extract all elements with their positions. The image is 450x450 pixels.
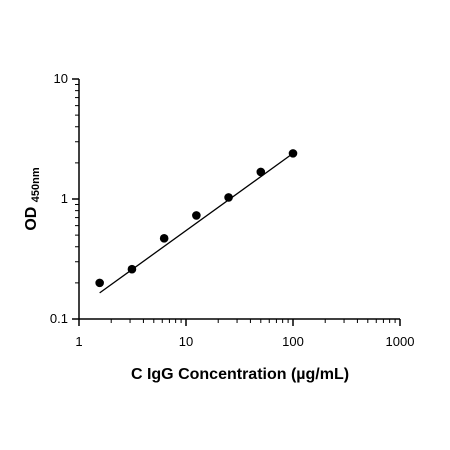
y-tick-label: 1	[61, 191, 68, 206]
y-axis-title-subscript: 450nm	[30, 167, 42, 202]
data-point	[256, 167, 266, 177]
y-axis-title: OD 450nm	[23, 167, 42, 231]
data-point-layer	[95, 149, 298, 288]
x-tick-label: 1000	[386, 334, 415, 349]
x-tick-label: 10	[179, 334, 193, 349]
x-tick-label: 1	[75, 334, 82, 349]
data-point	[95, 278, 104, 288]
data-point	[159, 234, 169, 243]
axes-layer: 1 10 100 1000 0.1 1 10	[50, 71, 415, 349]
data-point	[127, 264, 137, 274]
x-axis-title: C IgG Concentration (µg/mL)	[131, 366, 349, 383]
y-tick-label: 0.1	[50, 311, 68, 326]
data-point	[192, 211, 201, 220]
x-tick-label: 100	[282, 334, 304, 349]
labels-layer: C IgG Concentration (µg/mL) OD 450nm	[23, 167, 349, 383]
y-tick-label: 10	[54, 71, 68, 86]
data-point	[288, 149, 298, 158]
y-axis-title-main: OD	[23, 207, 40, 231]
data-point	[224, 193, 233, 202]
